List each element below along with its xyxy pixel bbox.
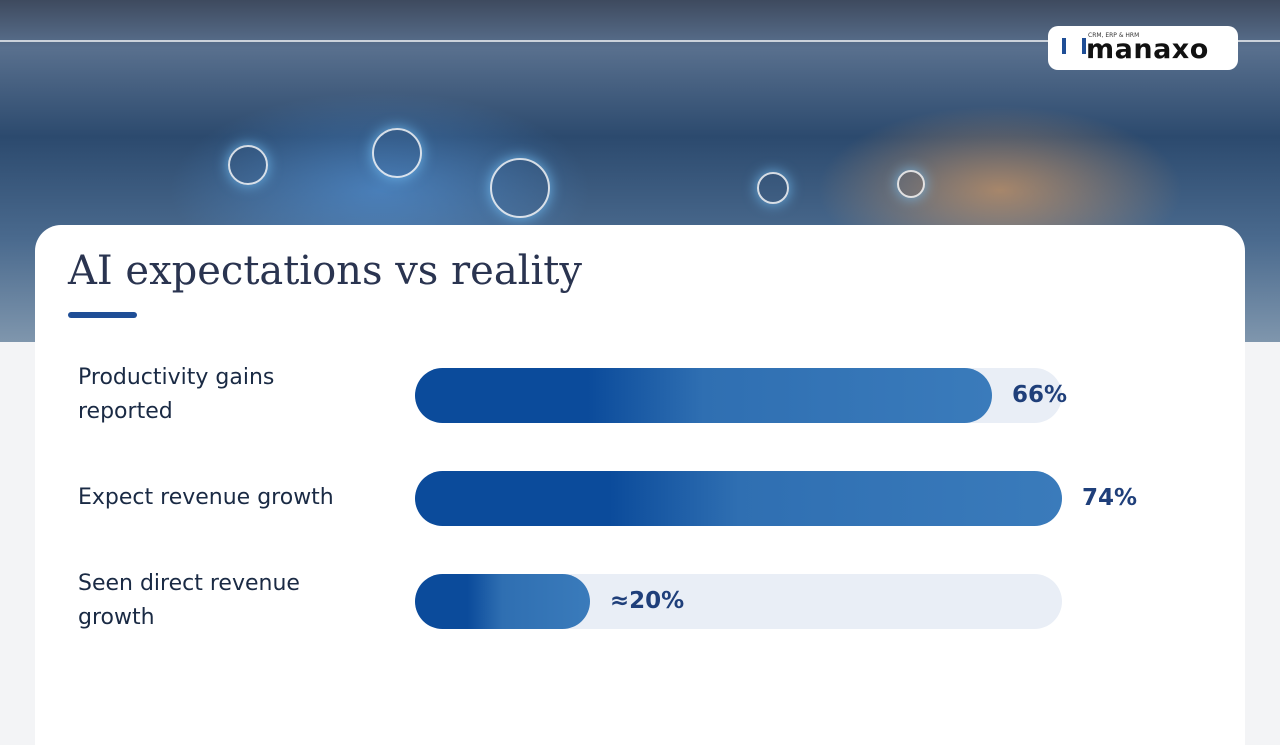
icon xyxy=(372,128,422,178)
value-label: ≈20% xyxy=(609,587,685,614)
logo: CRM, ERP & HRM manaxo xyxy=(1048,26,1238,70)
chart-title: AI expectations vs reality xyxy=(68,248,582,294)
bar xyxy=(415,573,590,629)
category-label: Productivity gains reported xyxy=(78,365,275,424)
logo-mark xyxy=(1062,38,1086,54)
title-underline xyxy=(68,312,137,318)
category-label: Expect revenue growth xyxy=(78,485,334,510)
bar xyxy=(415,470,1062,526)
value-label: 66% xyxy=(1012,381,1068,408)
icon xyxy=(228,145,268,185)
icon xyxy=(897,170,925,198)
bar xyxy=(415,367,993,423)
icon xyxy=(757,172,789,204)
icon xyxy=(490,158,550,218)
value-label: 74% xyxy=(1082,484,1138,511)
light-beam xyxy=(0,40,1280,42)
logo-name: manaxo xyxy=(1086,34,1209,65)
category-label: Seen direct revenue growth xyxy=(78,571,300,630)
logo-tagline: CRM, ERP & HRM xyxy=(1088,32,1140,39)
